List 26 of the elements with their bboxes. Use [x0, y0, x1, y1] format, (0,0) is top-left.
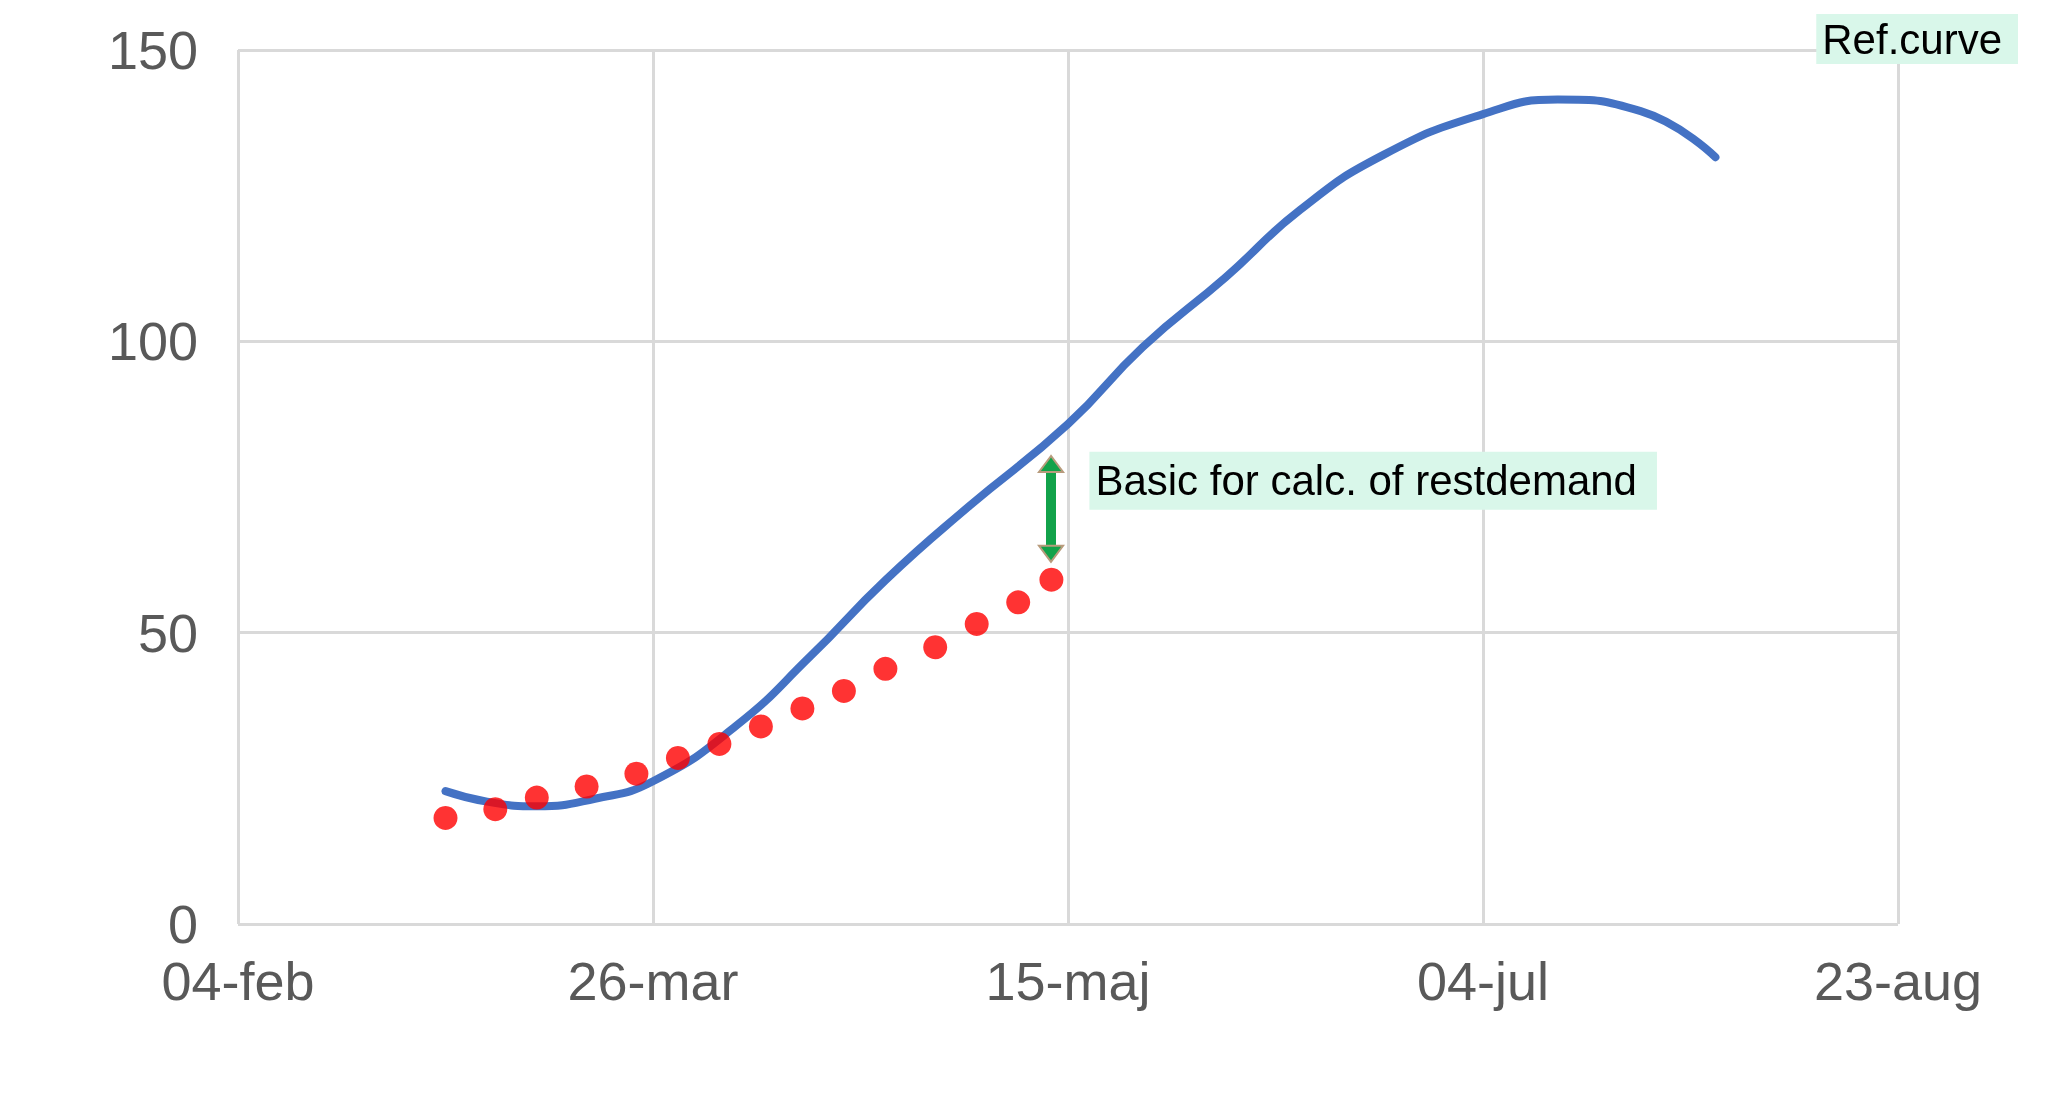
point — [1039, 567, 1064, 592]
point — [707, 731, 732, 756]
point — [433, 805, 458, 830]
x-tick-label: 04-feb — [161, 951, 315, 1011]
annotation: Basic for calc. of restdemand — [1095, 457, 1637, 505]
annotation: Ref.curve — [1822, 15, 2002, 63]
point — [873, 656, 898, 681]
y-tick-label: 150 — [107, 20, 198, 80]
point — [748, 714, 773, 739]
point — [831, 678, 856, 703]
y-tick-label: 50 — [137, 602, 198, 663]
point — [524, 785, 549, 810]
x-tick-label: 23-aug — [1813, 951, 1983, 1011]
point — [665, 745, 690, 770]
x-tick-label: 26-mar — [567, 951, 739, 1011]
point — [1006, 590, 1031, 615]
y-tick-label: 0 — [167, 894, 198, 954]
point — [574, 774, 599, 799]
point — [790, 696, 815, 721]
point — [483, 797, 508, 822]
point — [923, 635, 948, 660]
x-tick-label: 04-jul — [1416, 951, 1550, 1011]
point — [624, 761, 649, 786]
point — [964, 611, 989, 636]
y-tick-label: 100 — [107, 311, 198, 372]
x-tick-label: 15-maj — [985, 951, 1151, 1011]
